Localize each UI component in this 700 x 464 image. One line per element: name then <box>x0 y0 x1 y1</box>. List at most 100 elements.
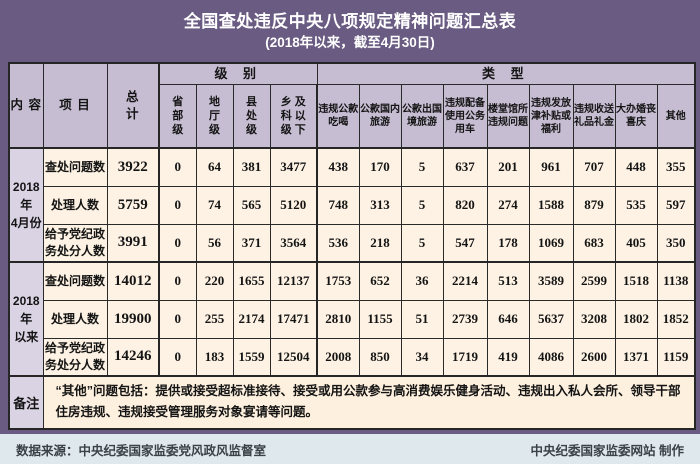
total-cell: 5759 <box>106 185 160 225</box>
data-cell: 1588 <box>528 185 574 225</box>
data-cell: 850 <box>358 337 402 377</box>
data-cell: 2174 <box>232 299 271 339</box>
row-group-label: 2018年 4月份 <box>8 147 44 263</box>
data-cell: 1069 <box>528 223 574 263</box>
page-subtitle: (2018年以来，截至4月30日) <box>265 35 435 50</box>
data-cell: 183 <box>195 337 234 377</box>
col-header: 违规收送 礼品礼金 <box>572 84 616 149</box>
data-cell: 1159 <box>656 337 696 377</box>
data-cell: 419 <box>486 337 530 377</box>
data-cell: 2600 <box>572 337 616 377</box>
summary-table: 内 容项 目总 计级 别类 型省 部 级地 厅 级县 处 级乡 及 科 以 级 … <box>8 62 697 430</box>
data-cell: 3477 <box>269 147 318 187</box>
data-cell: 820 <box>442 185 488 225</box>
data-cell: 313 <box>358 185 402 225</box>
data-cell: 381 <box>232 147 271 187</box>
data-cell: 707 <box>572 147 616 187</box>
data-cell: 64 <box>195 147 234 187</box>
data-cell: 2214 <box>442 261 488 301</box>
data-cell: 218 <box>358 223 402 263</box>
data-cell: 448 <box>614 147 658 187</box>
data-cell: 597 <box>656 185 696 225</box>
data-cell: 1371 <box>614 337 658 377</box>
data-cell: 2810 <box>316 299 360 339</box>
data-cell: 1518 <box>614 261 658 301</box>
table-row: 2018年 4月份 查处问题数 3922 0 64 381 3477 438 170 5 637 20… <box>8 147 696 263</box>
data-cell: 1655 <box>232 261 271 301</box>
col-header: 其他 <box>656 84 696 149</box>
data-cell: 1753 <box>316 261 360 301</box>
col-header: 违规配备 使用公务 用车 <box>442 84 488 149</box>
data-cell: 56 <box>195 223 234 263</box>
header-content: 内 容 <box>8 62 44 149</box>
data-cell: 513 <box>486 261 530 301</box>
data-cell: 12137 <box>269 261 318 301</box>
data-cell: 34 <box>400 337 444 377</box>
col-header: 省 部 级 <box>158 84 197 149</box>
row-item-label: 处理人数 <box>42 299 108 339</box>
table-body: 2018年 4月份 查处问题数 3922 0 64 381 3477 438 170 5 637 20… <box>8 147 696 429</box>
data-cell: 748 <box>316 185 360 225</box>
note-label: 备注 <box>8 375 44 429</box>
header-group-level: 级 别 <box>158 62 318 85</box>
data-cell: 1138 <box>656 261 696 301</box>
data-cell: 3564 <box>269 223 318 263</box>
data-cell: 0 <box>158 185 197 225</box>
data-cell: 5 <box>400 147 444 187</box>
row-item-label: 查处问题数 <box>42 147 108 187</box>
table-row: 处理人数 19900 0 255 2174 17471 2810 1155 51 2739 646 5… <box>9 299 696 339</box>
total-cell: 3922 <box>106 147 160 187</box>
data-cell: 1155 <box>358 299 402 339</box>
table-row: 处理人数 5759 0 74 565 5120 748 313 5 820 274 1588 879 53… <box>9 185 696 225</box>
data-cell: 255 <box>195 299 234 339</box>
note-text: “其他”问题包括：提供或接受超标准接待、接受或用公款参与高消费娱乐健身活动、违规… <box>42 375 696 429</box>
data-cell: 51 <box>400 299 444 339</box>
data-cell: 1852 <box>656 299 696 339</box>
row-item-label: 给予党纪政 务处分人数 <box>42 337 108 377</box>
data-cell: 438 <box>316 147 360 187</box>
data-cell: 565 <box>232 185 271 225</box>
data-cell: 12504 <box>269 337 318 377</box>
data-cell: 1559 <box>232 337 271 377</box>
data-cell: 961 <box>528 147 574 187</box>
data-cell: 0 <box>158 147 197 187</box>
data-cell: 5637 <box>528 299 574 339</box>
data-cell: 1802 <box>614 299 658 339</box>
total-cell: 19900 <box>106 299 160 339</box>
note-row: 备注 “其他”问题包括：提供或接受超标准接待、接受或用公款参与高消费娱乐健身活动、… <box>8 375 696 429</box>
data-cell: 5120 <box>269 185 318 225</box>
page-title: 全国查处违反中央八项规定精神问题汇总表 <box>183 12 517 31</box>
data-cell: 535 <box>614 185 658 225</box>
title-block: 全国查处违反中央八项规定精神问题汇总表 (2018年以来，截至4月30日) <box>0 0 700 52</box>
row-group-label: 2018年 以来 <box>8 261 44 377</box>
data-cell: 0 <box>158 337 197 377</box>
data-cell: 0 <box>158 299 197 339</box>
table-row: 给予党纪政 务处分人数 14246 0 183 1559 12504 2008 850 34 17… <box>9 337 696 377</box>
data-cell: 2739 <box>442 299 488 339</box>
col-header: 违规发放 津补贴或 福利 <box>528 84 574 149</box>
data-cell: 405 <box>614 223 658 263</box>
total-cell: 14012 <box>106 261 160 301</box>
col-header: 地 厅 级 <box>195 84 234 149</box>
header-group-type: 类 型 <box>316 62 696 85</box>
row-item-label: 给予党纪政 务处分人数 <box>42 223 108 263</box>
total-cell: 14246 <box>106 337 160 377</box>
data-cell: 350 <box>656 223 696 263</box>
data-cell: 274 <box>486 185 530 225</box>
data-cell: 652 <box>358 261 402 301</box>
data-cell: 0 <box>158 223 197 263</box>
col-header: 大办婚丧 喜庆 <box>614 84 658 149</box>
header-project: 项 目 <box>42 62 108 149</box>
data-cell: 4086 <box>528 337 574 377</box>
col-header: 公款出国 境旅游 <box>400 84 444 149</box>
data-cell: 2599 <box>572 261 616 301</box>
data-cell: 547 <box>442 223 488 263</box>
data-cell: 3208 <box>572 299 616 339</box>
data-cell: 355 <box>656 147 696 187</box>
data-cell: 2008 <box>316 337 360 377</box>
table-row: 2018年 以来 查处问题数 14012 0 220 1655 12137 1753 652 36… <box>8 261 696 377</box>
footer-bar: 数据来源：中央纪委国家监委党风政风监督室 中央纪委国家监委网站 制作 <box>0 434 700 464</box>
data-cell: 3589 <box>528 261 574 301</box>
data-cell: 879 <box>572 185 616 225</box>
credit-label: 中央纪委国家监委网站 制作 <box>530 443 684 458</box>
